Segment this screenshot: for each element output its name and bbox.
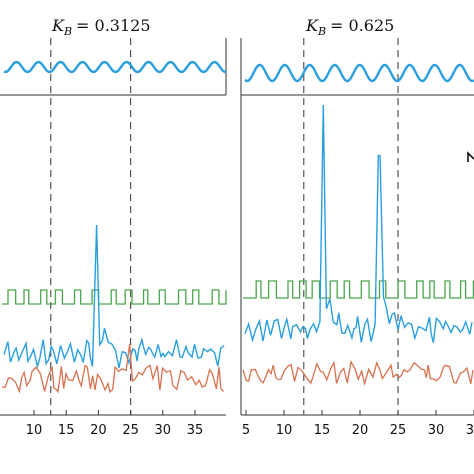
panel-left-green-series [2, 289, 227, 305]
panel-left-tick-label: 30 [155, 423, 172, 438]
panel-left-title: KB = 0.3125 [51, 16, 151, 38]
panel-left-tick-label: 20 [90, 423, 107, 438]
panel-right-tick-label: 5 [242, 423, 250, 438]
panel-left-tick-label: 25 [122, 423, 139, 438]
panel-right-tick-label: 35 [466, 423, 474, 438]
panel-right-tick-label: 15 [314, 423, 331, 438]
panel-right-blue-series [244, 104, 473, 343]
panel-left-tick-label: 35 [187, 423, 204, 438]
panel-left: KB = 0.3125 10 15 20 25 30 35 [0, 16, 227, 438]
panel-left-tick-label: 15 [58, 423, 75, 438]
panel-right-title: KB = 0.625 [305, 16, 394, 38]
panel-left-wave-series [3, 60, 226, 74]
clipped-annotation-mark [467, 151, 474, 162]
panel-right-green-series [243, 280, 474, 299]
panel-right-tick-label: 30 [428, 423, 445, 438]
panel-right-tick-label: 25 [390, 423, 407, 438]
panel-right-wave-series [244, 63, 474, 83]
panel-left-orange-series [1, 343, 225, 394]
panel-left-ticks: 10 15 20 25 30 35 [26, 410, 204, 438]
panel-right: KB= 0.625 5 10 15 20 25 30 35 [240, 16, 474, 438]
panel-left-tick-label: 10 [26, 423, 43, 438]
panel-right-tick-label: 20 [352, 423, 369, 438]
panel-left-blue-series [3, 224, 225, 369]
panel-right-ticks: 5 10 15 20 25 30 35 [242, 410, 474, 438]
panel-right-orange-series [242, 360, 474, 387]
panel-right-tick-label: 10 [276, 423, 293, 438]
